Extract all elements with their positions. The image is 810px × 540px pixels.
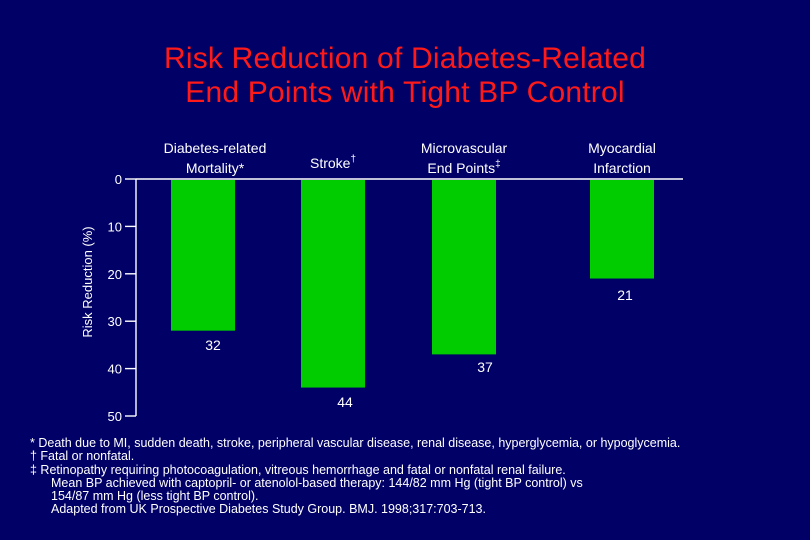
category-label: Microvascular <box>421 140 508 156</box>
axis-layer: 0 10 20 30 40 50 Risk Reduction (%) <box>80 172 683 424</box>
chart-title: Risk Reduction of Diabetes-Related End P… <box>0 42 810 110</box>
category-label-mark: † <box>350 154 356 165</box>
y-tick-label: 30 <box>108 314 122 329</box>
y-tick-label: 10 <box>108 219 122 234</box>
category-label: End Points‡ <box>427 159 500 176</box>
data-label: 44 <box>337 394 353 410</box>
category-label: Diabetes-related <box>164 140 267 156</box>
y-tick-label: 20 <box>108 267 122 282</box>
category-label: Stroke† <box>310 154 356 171</box>
data-label: 32 <box>205 337 221 353</box>
bar <box>171 180 235 331</box>
y-axis-label: Risk Reduction (%) <box>80 226 95 337</box>
label-layer: 32 44 37 21 Diabetes-related Mortality* Stroke… <box>164 140 656 410</box>
footnote-source: Adapted from UK Prospective Diabetes Stu… <box>51 502 486 517</box>
footnote-double-dagger: ‡ Retinopathy requiring photocoagulation… <box>30 462 566 477</box>
title-line-2: End Points with Tight BP Control <box>185 76 625 109</box>
footnote-bp-less-tight: 154/87 mm Hg (less tight BP control). <box>51 489 259 504</box>
footnotes: * Death due to MI, sudden death, stroke,… <box>30 436 800 517</box>
bar <box>590 180 654 279</box>
y-tick-label: 0 <box>115 172 122 187</box>
bar-chart: 0 10 20 30 40 50 Risk Reduction (%) 32 44 37 21 Di… <box>80 140 683 424</box>
data-label: 37 <box>477 359 493 375</box>
bar-layer <box>171 180 654 388</box>
title-line-1: Risk Reduction of Diabetes-Related <box>163 42 647 75</box>
footnote-dagger: † Fatal or nonfatal. <box>30 449 135 464</box>
data-label: 21 <box>617 287 633 303</box>
category-label: Mortality* <box>186 160 245 176</box>
y-tick-label: 40 <box>108 362 122 377</box>
category-label: Myocardial <box>588 140 656 156</box>
bar <box>432 180 496 355</box>
footnote-bp-achieved: Mean BP achieved with captopril- or aten… <box>51 475 583 490</box>
footnote-asterisk: * Death due to MI, sudden death, stroke,… <box>30 436 681 450</box>
category-label-mark: ‡ <box>495 159 501 170</box>
y-tick-label: 50 <box>108 409 122 424</box>
category-label: Infarction <box>593 160 651 176</box>
bar <box>301 180 365 388</box>
